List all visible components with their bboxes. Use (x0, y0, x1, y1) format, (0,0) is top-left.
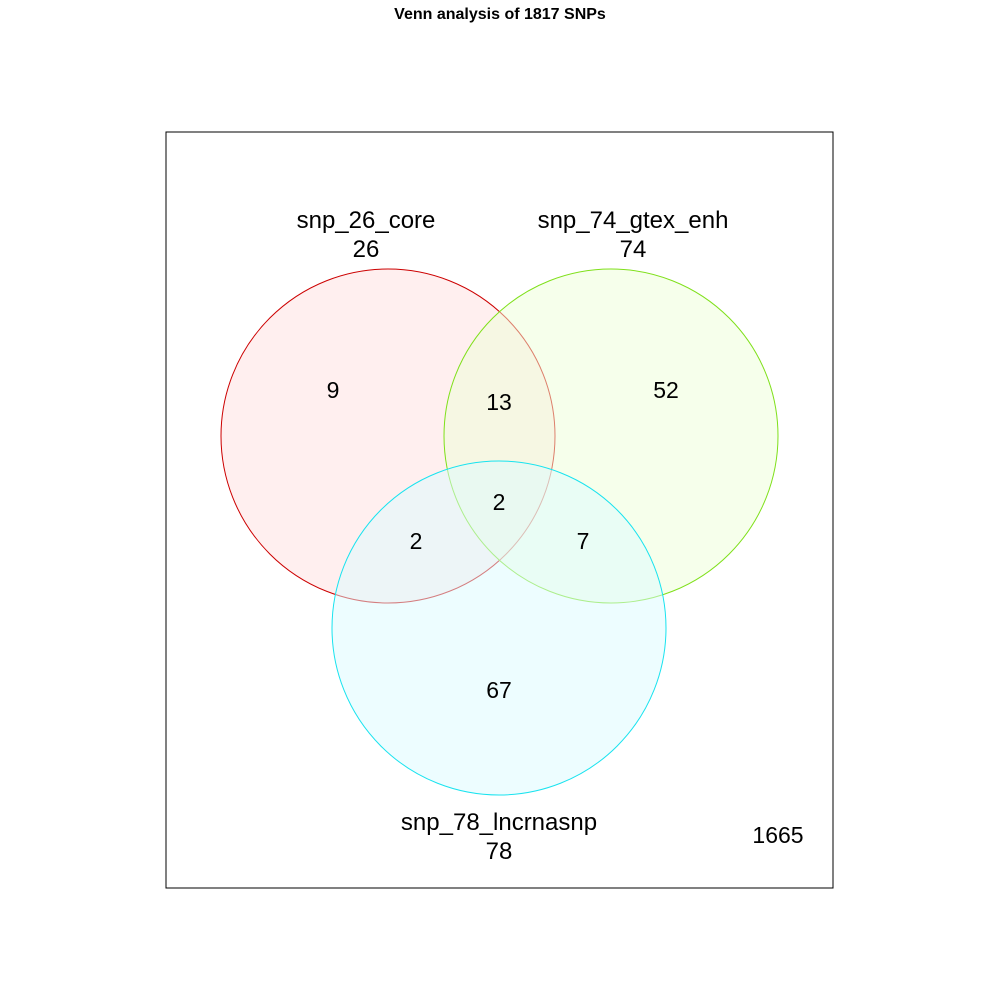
venn-circles (220, 268, 779, 796)
set-total-core: 26 (353, 236, 380, 263)
count-gtex-lnc: 7 (577, 528, 590, 554)
count-all-three: 2 (493, 489, 506, 515)
count-core-lnc: 2 (410, 528, 423, 554)
figure-title: Venn analysis of 1817 SNPs (394, 6, 606, 23)
set-label-lnc: snp_78_lncrnasnp (401, 809, 597, 836)
count-lnc-only: 67 (486, 677, 512, 703)
count-gtex-only: 52 (653, 377, 679, 403)
set-label-gtex: snp_74_gtex_enh (538, 207, 729, 234)
set-label-core: snp_26_core (297, 207, 436, 234)
circle-snp-78-lncrnasnp (331, 460, 667, 796)
count-core-gtex: 13 (486, 389, 512, 415)
count-outside: 1665 (752, 822, 803, 848)
count-core-only: 9 (327, 377, 340, 403)
set-total-gtex: 74 (620, 236, 647, 263)
set-total-lnc: 78 (486, 838, 513, 865)
